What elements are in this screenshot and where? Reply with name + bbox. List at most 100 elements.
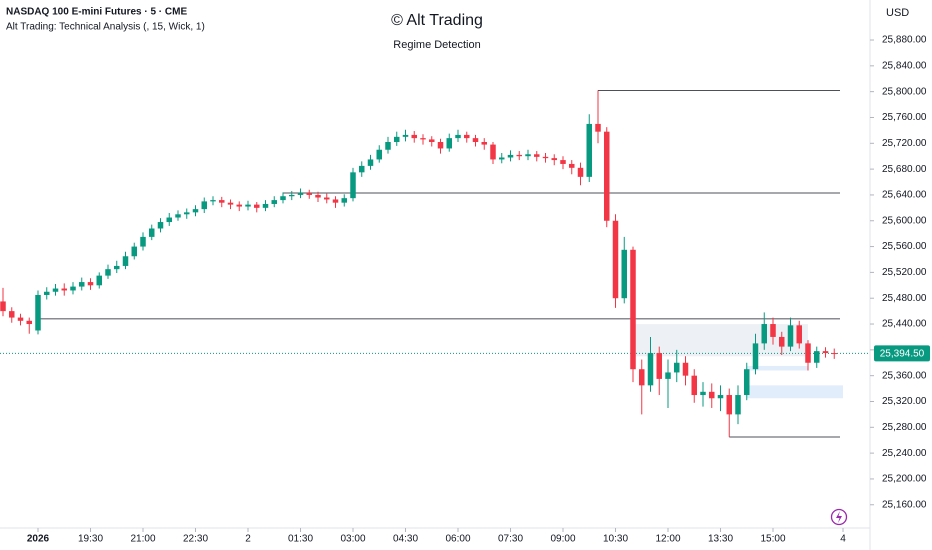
y-tick-label: 25,680.00 xyxy=(882,164,927,175)
y-tick-label: 25,840.00 xyxy=(882,60,927,71)
candle-body xyxy=(779,336,785,347)
candle-body xyxy=(752,343,759,370)
y-tick-label: 25,240.00 xyxy=(882,448,927,459)
candle-body xyxy=(437,142,444,149)
candle-body xyxy=(516,154,522,157)
candle-body xyxy=(621,249,627,299)
y-tick-label: 25,560.00 xyxy=(882,241,927,252)
candle-body xyxy=(472,138,479,143)
candle-body xyxy=(26,320,32,325)
candle-body xyxy=(455,134,461,139)
candle-body xyxy=(507,154,514,158)
candle-body xyxy=(350,172,356,199)
last-price-label: 25,394.50 xyxy=(880,349,925,360)
candle-body xyxy=(131,246,137,257)
candle-body xyxy=(254,204,260,208)
candle-body xyxy=(114,265,120,270)
candle-body xyxy=(157,222,164,229)
candle-body xyxy=(595,123,601,132)
y-tick-label: 25,800.00 xyxy=(882,86,927,97)
candle-body xyxy=(700,391,706,396)
candle-body xyxy=(280,196,286,201)
candle-body xyxy=(394,136,400,143)
candle-body xyxy=(464,134,470,139)
candle-body xyxy=(411,134,417,139)
candle-body xyxy=(534,154,540,157)
candle-body xyxy=(324,197,330,200)
candle-body xyxy=(481,142,487,145)
candle-body xyxy=(656,353,662,379)
candle-body xyxy=(140,236,146,247)
candle-body xyxy=(691,375,697,396)
candle-body xyxy=(105,269,111,276)
x-tick-label: 01:30 xyxy=(288,534,313,545)
x-tick-label: 07:30 xyxy=(498,534,523,545)
candle-body xyxy=(122,256,129,266)
y-tick-label: 25,320.00 xyxy=(882,396,927,407)
candle-body xyxy=(341,198,347,203)
candle-body xyxy=(770,324,776,337)
candle-body xyxy=(367,159,374,166)
candle-body xyxy=(674,362,680,373)
candle-body xyxy=(735,395,741,415)
candle-body xyxy=(0,301,6,312)
candle-body xyxy=(227,202,234,205)
chart-title: © Alt Trading xyxy=(391,12,483,29)
y-tick-label: 25,880.00 xyxy=(882,35,927,46)
candle-body xyxy=(87,282,94,286)
candle-body xyxy=(210,200,216,202)
candle-body xyxy=(647,353,654,386)
candle-body xyxy=(96,275,102,286)
candle-body xyxy=(499,157,505,160)
candle-body xyxy=(726,395,732,415)
indicator-title: Alt Trading: Technical Analysis (, 15, W… xyxy=(6,22,205,33)
x-tick-label: 19:30 xyxy=(78,534,103,545)
candle-body xyxy=(166,217,172,223)
candle-body xyxy=(787,325,794,347)
chart-subtitle: Regime Detection xyxy=(393,39,480,51)
x-tick-label: 21:00 xyxy=(130,534,155,545)
candle-body xyxy=(149,228,155,237)
zone xyxy=(633,324,808,357)
x-tick-label: 04:30 xyxy=(393,534,418,545)
candle-body xyxy=(52,288,59,292)
currency-label: USD xyxy=(886,7,909,19)
candle-body xyxy=(525,154,531,157)
x-tick-label: 09:00 xyxy=(550,534,575,545)
alert-icon[interactable] xyxy=(830,508,848,526)
candle-body xyxy=(306,192,312,195)
y-tick-label: 25,480.00 xyxy=(882,293,927,304)
y-tick-label: 25,360.00 xyxy=(882,370,927,381)
candle-body xyxy=(551,158,557,161)
candle-body xyxy=(805,343,811,363)
x-tick-label: 13:30 xyxy=(708,534,733,545)
candle-body xyxy=(376,149,382,160)
y-tick-label: 25,200.00 xyxy=(882,474,927,485)
candle-body xyxy=(236,204,242,207)
x-tick-label: 2 xyxy=(245,534,251,545)
candle-body xyxy=(402,134,409,137)
candle-body xyxy=(429,139,435,143)
candle-body xyxy=(560,160,566,164)
x-tick-label: 2026 xyxy=(27,534,50,545)
candle-body xyxy=(446,138,452,149)
candle-body xyxy=(297,192,304,195)
y-tick-label: 25,280.00 xyxy=(882,422,927,433)
x-tick-label: 10:30 xyxy=(603,534,628,545)
x-tick-label: 22:30 xyxy=(183,534,208,545)
zone xyxy=(746,385,843,399)
candle-body xyxy=(744,369,750,396)
y-tick-label: 25,760.00 xyxy=(882,112,927,123)
candle-body xyxy=(385,142,391,150)
candle-body xyxy=(717,395,724,399)
x-tick-label: 03:00 xyxy=(340,534,365,545)
candle-body xyxy=(44,291,50,295)
candle-body xyxy=(822,351,829,354)
x-tick-label: 06:00 xyxy=(445,534,470,545)
candle-body xyxy=(682,362,689,376)
y-tick-label: 25,640.00 xyxy=(882,190,927,201)
candle-body xyxy=(761,324,767,344)
candle-body xyxy=(175,214,181,218)
candle-body xyxy=(569,163,575,168)
